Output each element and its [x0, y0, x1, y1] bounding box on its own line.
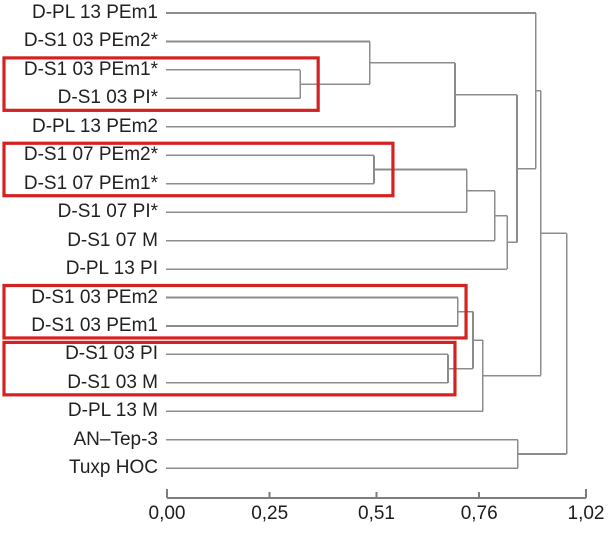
- highlight-boxes: [2, 56, 468, 397]
- axis-tick-label: 0,00: [149, 503, 186, 524]
- dendrogram-links: [166, 12, 568, 470]
- axis-tick-label: 0,25: [251, 503, 288, 524]
- leaf-label: D-PL 13 PEm1: [31, 2, 158, 23]
- highlight-box: [2, 283, 468, 340]
- axis-tick-label: 1,02: [568, 503, 605, 524]
- leaf-label: D-S1 03 PI*: [57, 87, 158, 109]
- axis-tick-label: 0,76: [461, 503, 498, 524]
- leaf-label: D-S1 07 M: [67, 229, 158, 251]
- leaf-label: D-PL 13 M: [67, 400, 158, 422]
- leaf-label: D-PL 13 PEm2: [31, 115, 158, 137]
- leaf-label: D-S1 03 PI: [65, 343, 158, 365]
- leaf-label: D-S1 07 PEm1*: [23, 172, 158, 194]
- leaf-label: D-S1 07 PI*: [57, 201, 158, 223]
- leaf-label: D-S1 03 M: [67, 371, 158, 393]
- leaf-label: D-S1 03 PEm1*: [23, 58, 158, 80]
- leaf-label: D-S1 03 PEm2: [31, 286, 158, 308]
- distance-axis: 0,00 0,25 0,51 0,76 1,02: [149, 489, 605, 524]
- highlight-box: [2, 340, 457, 397]
- leaf-label: Tuxp HOC: [68, 457, 158, 479]
- axis-tick-label: 0,51: [358, 503, 395, 524]
- leaf-label: D-PL 13 PI: [65, 258, 158, 280]
- leaf-label: D-S1 07 PEm2*: [23, 144, 158, 166]
- leaf-label: D-S1 03 PEm1: [31, 314, 158, 336]
- leaf-label: AN–Tep-3: [73, 428, 159, 450]
- highlight-box: [2, 56, 320, 112]
- highlight-box: [2, 141, 395, 198]
- leaf-label: D-S1 03 PEm2*: [23, 30, 158, 52]
